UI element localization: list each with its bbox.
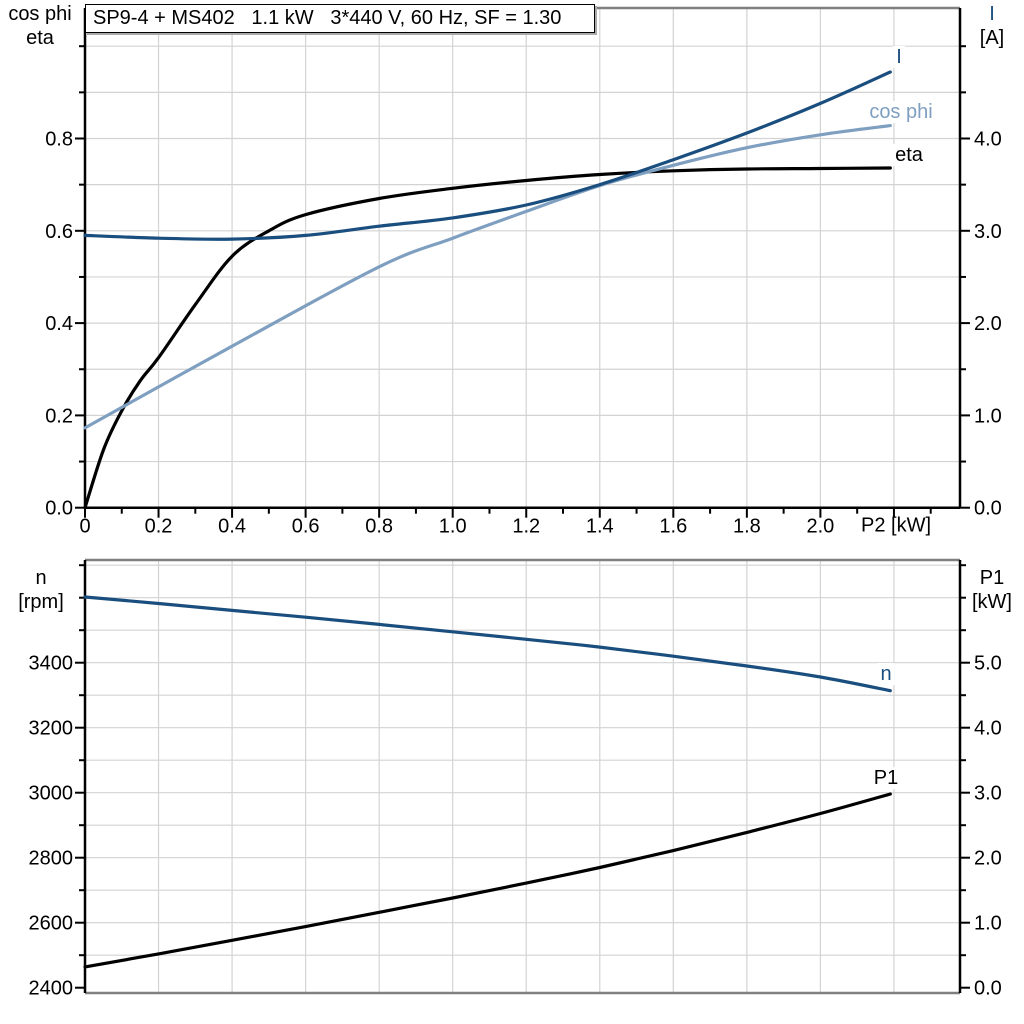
right-axis-tick-label: 5.0 [974,653,1002,675]
bottom-left-axis-title: n [rpm] [0,566,82,614]
left-axis-tick-label: 2400 [29,978,74,1000]
x-axis-tick-label: 1.2 [512,516,540,538]
curve-cos-phi [83,124,892,430]
x-axis-tick-label: 2.0 [806,516,834,538]
left-axis-tick-label: 2800 [29,848,74,870]
x-axis-tick-label: 0.6 [292,516,320,538]
right-axis-tick-label: 0.0 [974,498,1002,520]
top-left-axis-title: cos phi eta [2,2,78,50]
curve-i [83,70,892,241]
x-axis-tick-label: 0 [79,516,90,538]
top-right-axis-title: I [A] [963,2,1021,50]
left-axis-tick-label: 3400 [29,653,74,675]
left-axis-tick-label: 0.0 [45,498,73,520]
bottom-right-axis-title: P1 [kW] [963,566,1021,614]
left-axis-tick-label: 2600 [29,913,74,935]
curve-label-current: I [893,46,905,68]
curve-label-speed: n [877,663,895,685]
left-axis-tick-label: 0.4 [45,313,73,335]
eta-axis-title: eta [26,27,54,49]
x-axis-tick-label: 0.8 [365,516,393,538]
ampere-unit-label: [A] [979,27,1005,49]
curve-p1 [83,792,892,969]
curve-eta [83,166,892,510]
curve-label-cos-phi: cos phi [866,101,936,123]
chart-title-box: SP9-4 + MS402 1.1 kW 3*440 V, 60 Hz, SF … [85,4,595,33]
cos-phi-axis-title: cos phi [8,3,72,25]
speed-axis-title: n [35,567,47,589]
curve-label-eta: eta [892,144,926,166]
x-axis-tick-label: 1.6 [659,516,687,538]
right-axis-tick-label: 0.0 [974,978,1002,1000]
x-axis-tick-label: 0.4 [218,516,246,538]
rpm-unit-label: [rpm] [18,591,64,613]
curve-label-p1: P1 [870,767,902,789]
right-axis-tick-label: 3.0 [974,221,1002,243]
x-axis-tick-label: 1.0 [439,516,467,538]
current-axis-title: I [989,3,995,25]
curve-n [83,595,892,693]
left-axis-tick-label: 0.2 [45,405,73,427]
right-axis-tick-label: 2.0 [974,313,1002,335]
left-axis-tick-label: 0.6 [45,221,73,243]
x-axis-unit-label: P2 [kW] [860,514,932,537]
right-axis-tick-label: 3.0 [974,783,1002,805]
p1-axis-title: P1 [979,567,1005,589]
x-axis-tick-label: 0.2 [145,516,173,538]
kw-unit-label: [kW] [972,591,1012,613]
right-axis-tick-label: 1.0 [974,913,1002,935]
right-axis-tick-label: 4.0 [974,718,1002,740]
left-axis-tick-label: 0.8 [45,129,73,151]
left-axis-tick-label: 3000 [29,783,74,805]
right-axis-tick-label: 2.0 [974,848,1002,870]
right-axis-tick-label: 4.0 [974,129,1002,151]
x-axis-tick-label: 1.8 [733,516,761,538]
x-axis-tick-label: 1.4 [586,516,614,538]
left-axis-tick-label: 3200 [29,718,74,740]
right-axis-tick-label: 1.0 [974,405,1002,427]
